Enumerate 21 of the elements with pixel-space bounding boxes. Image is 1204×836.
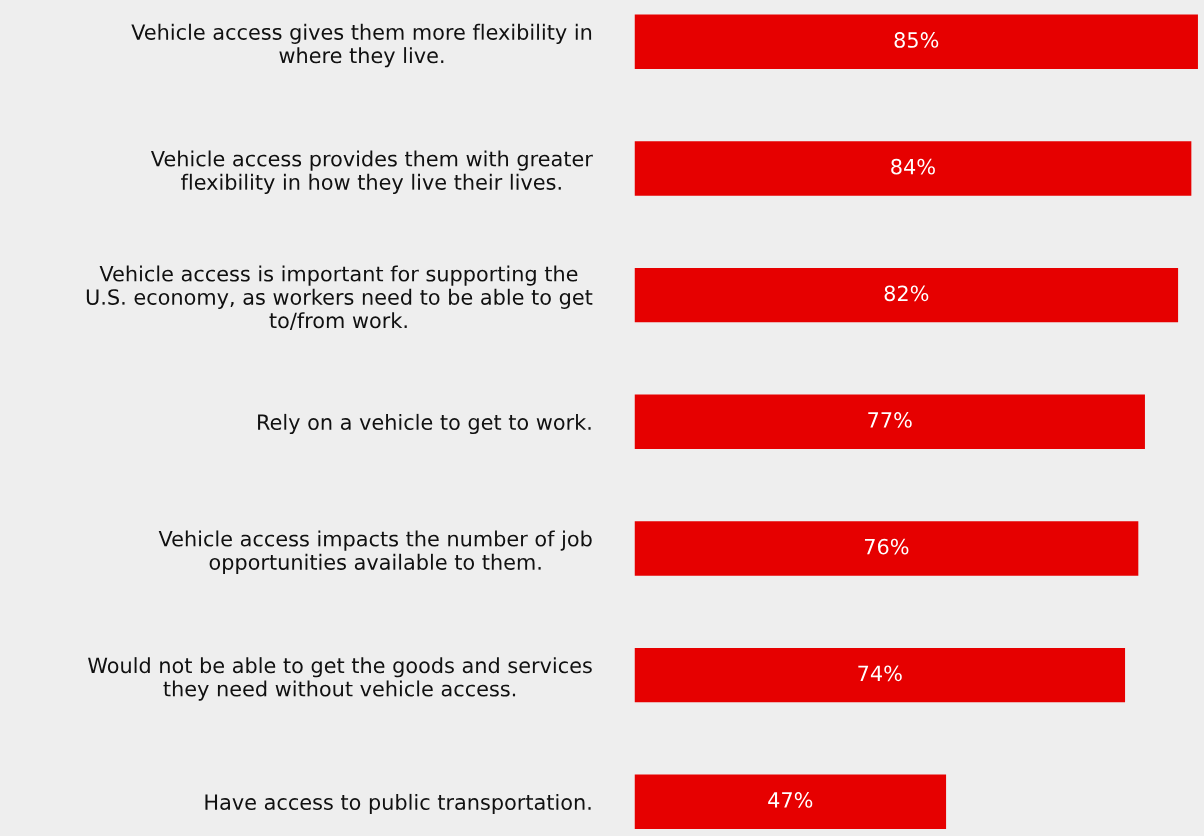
bar: [634, 141, 1192, 196]
y-tick-label: Vehicle access gives them more flexibility in where they live.: [131, 23, 592, 68]
data-label: 84%: [891, 158, 935, 175]
y-tick-label: Vehicle access impacts the number of job opportunities available to them.: [158, 530, 592, 574]
y-tick-label: Vehicle access is important for supporting the U.S. economy, as workers need to be able to get to/from work.: [86, 265, 593, 330]
y-tick-label: Would not be able to get the goods and services they need without vehicle access.: [88, 657, 592, 701]
data-label: 74%: [858, 665, 902, 682]
data-label: 47%: [768, 792, 813, 808]
y-tick-label: Rely on a vehicle to get to work.: [258, 413, 591, 435]
y-tick-label: Have access to public transportation.: [205, 793, 591, 815]
bar: [634, 14, 1198, 70]
bar: [634, 394, 1145, 450]
data-label: 82%: [884, 285, 929, 302]
data-label: 76%: [864, 538, 909, 555]
data-label: 77%: [868, 412, 912, 428]
bar: [634, 647, 1126, 703]
bar: [634, 521, 1139, 576]
bar: [634, 774, 947, 830]
data-label: 85%: [894, 32, 939, 48]
bar: [634, 267, 1179, 323]
y-tick-label: Vehicle access provides them with greater flexibility in how they live their lives.: [150, 150, 593, 194]
